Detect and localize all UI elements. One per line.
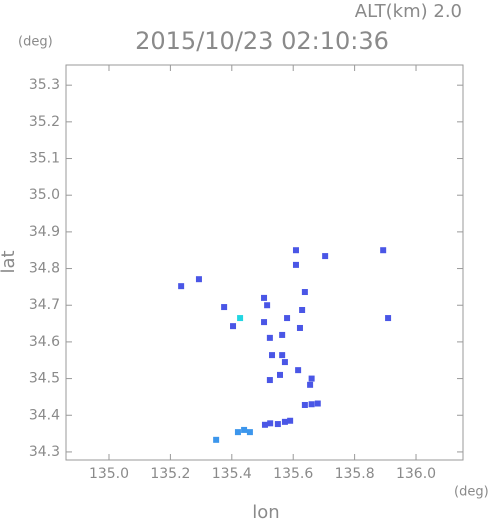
echo-cell bbox=[246, 429, 253, 436]
echo-cell bbox=[301, 289, 308, 296]
echo-cell bbox=[281, 418, 288, 425]
echo-cell bbox=[281, 359, 288, 366]
y-axis-label: lat bbox=[0, 250, 19, 273]
x-tick-label: 135.8 bbox=[335, 466, 375, 482]
echo-cell bbox=[213, 436, 220, 443]
echo-cell bbox=[266, 377, 273, 384]
echo-cell bbox=[307, 381, 314, 388]
x-axis-label: lon bbox=[252, 502, 279, 521]
chart-title: 2015/10/23 02:10:36 bbox=[135, 27, 389, 55]
echo-cell bbox=[308, 375, 315, 382]
y-tick-label: 34.7 bbox=[29, 297, 60, 313]
echo-cell bbox=[314, 400, 321, 407]
echo-cell bbox=[269, 352, 276, 359]
y-tick-label: 35.3 bbox=[29, 77, 60, 93]
echo-cell bbox=[195, 276, 202, 283]
echo-cell bbox=[299, 306, 306, 313]
y-tick-label: 35.1 bbox=[29, 151, 60, 167]
echo-cell bbox=[295, 367, 302, 374]
y-tick-label: 35.0 bbox=[29, 187, 60, 203]
echo-cell bbox=[301, 401, 308, 408]
x-tick-label: 135.0 bbox=[89, 466, 129, 482]
x-tick-label: 136.0 bbox=[396, 466, 436, 482]
echo-cell bbox=[267, 420, 274, 427]
echo-cell bbox=[308, 401, 315, 408]
echo-cell bbox=[237, 315, 244, 322]
y-tick-label: 34.5 bbox=[29, 371, 60, 387]
echo-cell bbox=[296, 324, 303, 331]
echo-cell bbox=[221, 304, 228, 311]
echo-cell bbox=[292, 247, 299, 254]
echo-cell bbox=[264, 302, 271, 309]
echo-cell bbox=[178, 283, 185, 290]
echo-cell bbox=[380, 247, 387, 254]
y-tick-label: 34.6 bbox=[29, 334, 60, 350]
echo-cell bbox=[261, 294, 268, 301]
echo-cell bbox=[230, 323, 237, 330]
echo-cell bbox=[274, 421, 281, 428]
echo-cell bbox=[234, 429, 241, 436]
y-tick-label: 35.2 bbox=[29, 114, 60, 130]
y-tick-label: 34.3 bbox=[29, 444, 60, 460]
echo-cell bbox=[261, 421, 268, 428]
y-tick-label: 34.4 bbox=[29, 407, 60, 423]
echo-cell bbox=[241, 426, 248, 433]
x-tick-label: 135.2 bbox=[150, 466, 190, 482]
echo-cell bbox=[261, 319, 268, 326]
echo-cell bbox=[266, 334, 273, 341]
altitude-label: ALT(km) 2.0 bbox=[355, 1, 462, 22]
echo-cell bbox=[277, 371, 284, 378]
x-unit: (deg) bbox=[454, 485, 489, 500]
echo-cell bbox=[279, 331, 286, 338]
echo-cell bbox=[279, 352, 286, 359]
echo-cell bbox=[322, 253, 329, 260]
echo-cell bbox=[385, 315, 392, 322]
echo-cell bbox=[287, 417, 294, 424]
y-tick-label: 34.9 bbox=[29, 224, 60, 240]
echo-cell bbox=[284, 315, 291, 322]
y-tick-label: 34.8 bbox=[29, 261, 60, 277]
x-tick-label: 135.6 bbox=[273, 466, 313, 482]
plot-frame bbox=[65, 64, 464, 461]
y-unit: (deg) bbox=[18, 35, 53, 50]
echo-cell bbox=[292, 261, 299, 268]
x-tick-label: 135.4 bbox=[212, 466, 252, 482]
